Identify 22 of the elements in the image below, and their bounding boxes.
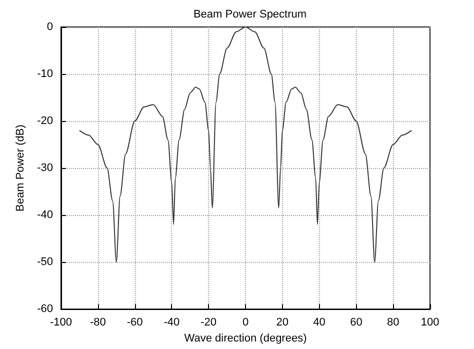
y-axis-title: Beam Power (dB) (14, 124, 27, 212)
y-tick-label: -40 (37, 209, 53, 222)
x-tick-label: -20 (200, 316, 217, 329)
x-tick-label: 100 (420, 316, 440, 329)
x-tick-label: -40 (164, 316, 180, 329)
y-tick-label: -10 (37, 68, 53, 80)
line-series (78, 26, 412, 263)
x-tick-label: -80 (90, 316, 106, 329)
x-tick-label: 40 (313, 316, 326, 329)
x-tick-label: -60 (126, 316, 143, 329)
chart-title: Beam Power Spectrum (193, 8, 307, 20)
y-tick-label: -60 (37, 303, 53, 316)
x-tick-label: -100 (50, 316, 72, 329)
x-tick-label: 60 (350, 316, 362, 329)
x-tick-label: 20 (276, 316, 289, 329)
y-tick-label: -50 (37, 256, 53, 268)
y-tick-label: -20 (37, 115, 53, 128)
x-tick-label: 0 (242, 316, 249, 329)
y-tick-label: 0 (46, 21, 53, 33)
x-tick-label: 80 (386, 316, 400, 329)
y-tick-label: -30 (37, 162, 53, 174)
x-axis-title: Wave direction (degrees) (184, 332, 307, 344)
